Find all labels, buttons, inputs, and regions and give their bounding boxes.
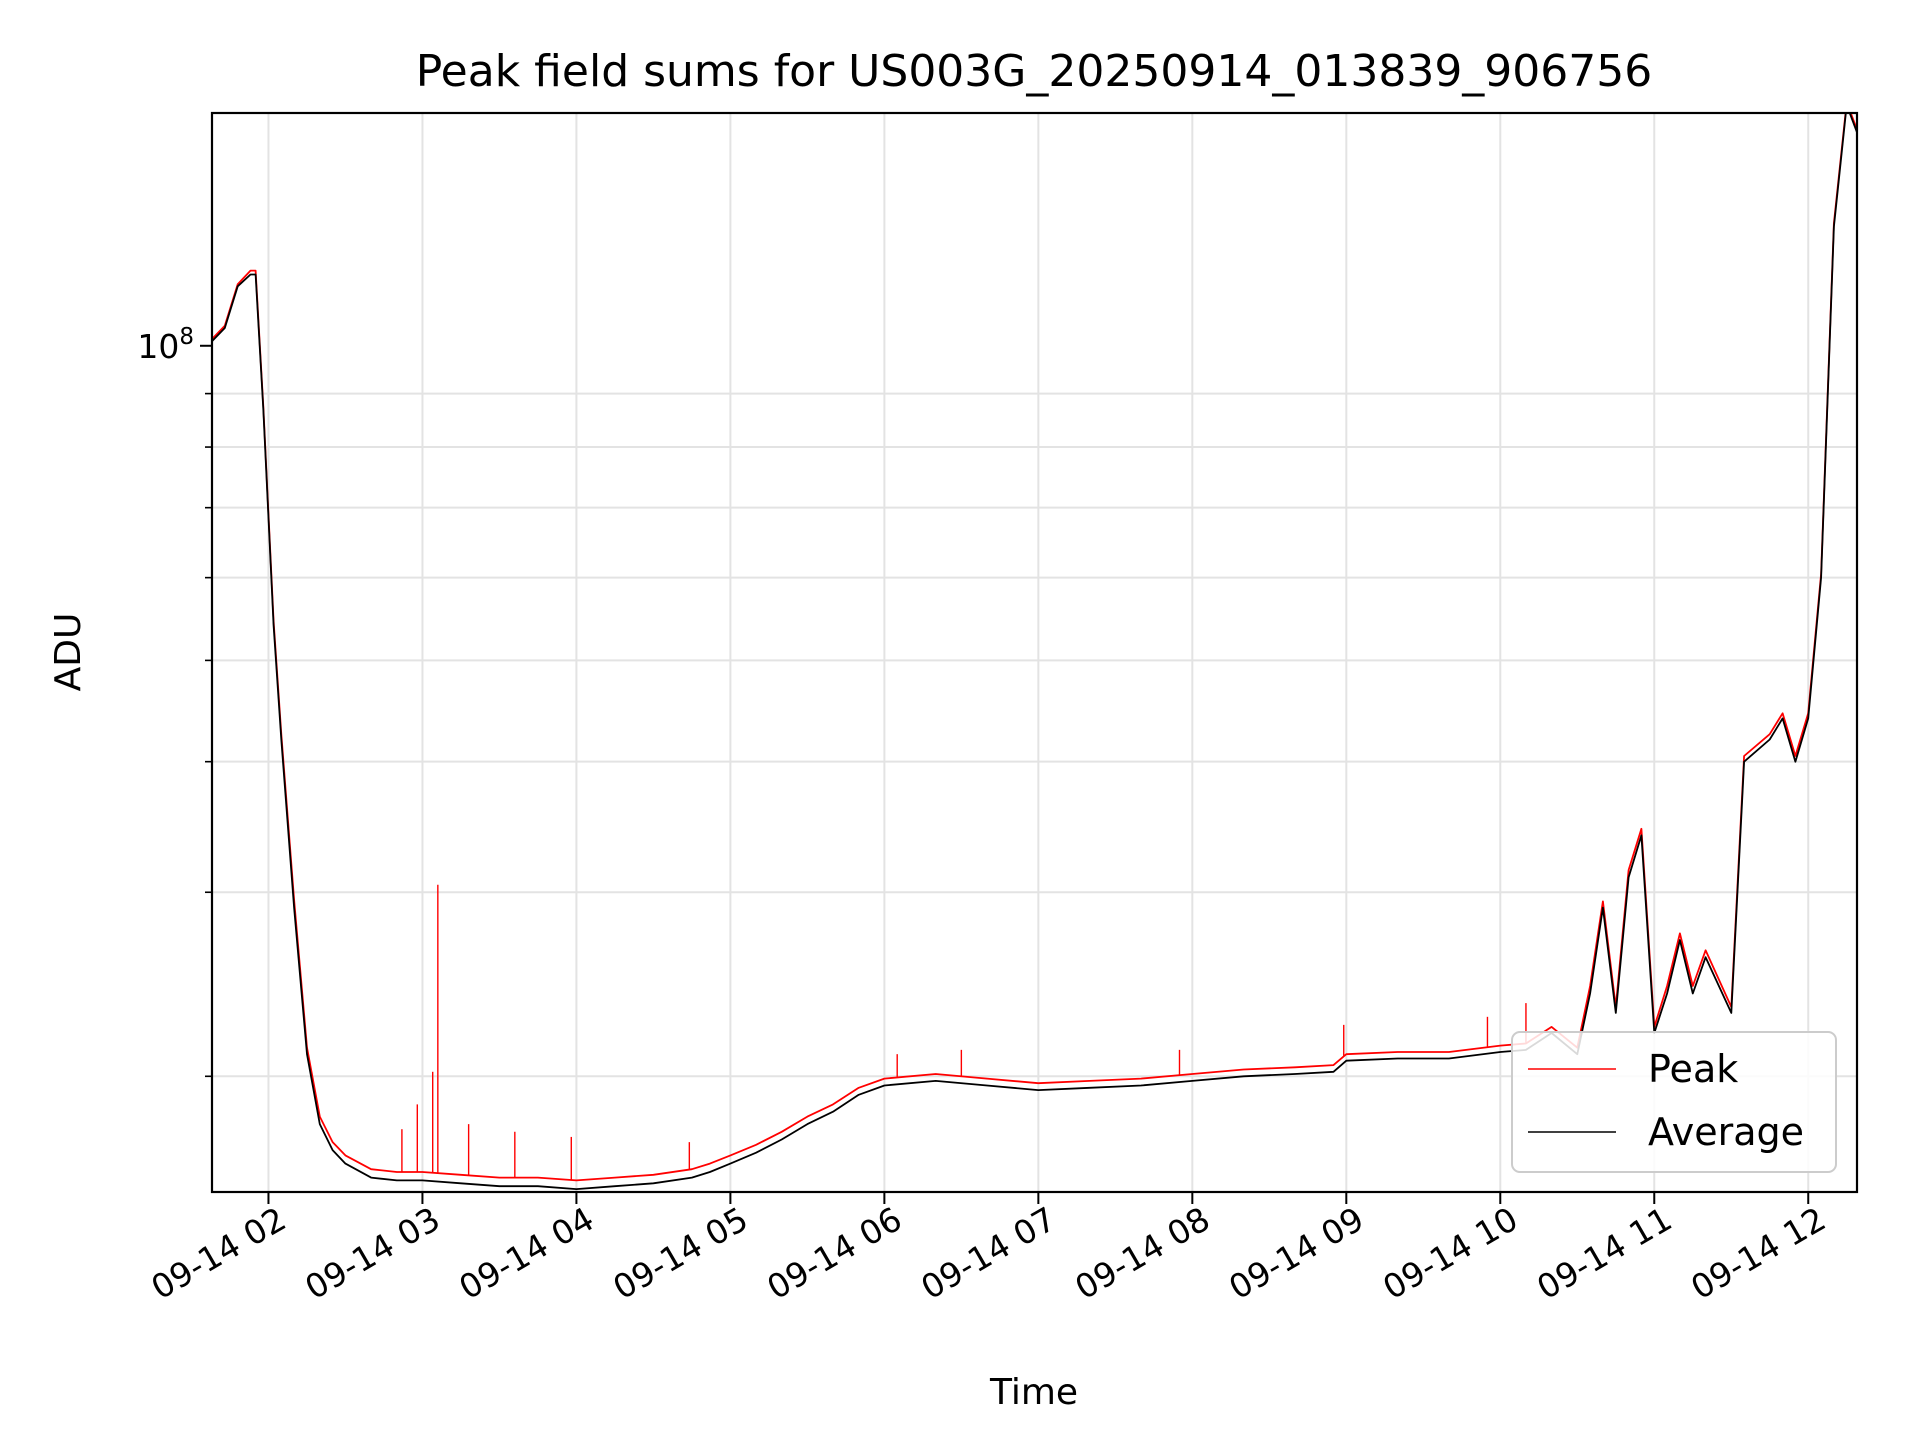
series-average-line xyxy=(212,113,1857,1190)
grid xyxy=(212,113,1857,1192)
series-group xyxy=(212,113,1857,1190)
y-tick-label: 108 xyxy=(137,324,194,366)
y-axis-label: ADU xyxy=(48,613,89,692)
legend-label-average: Average xyxy=(1648,1110,1804,1154)
x-axis-label: Time xyxy=(989,1372,1078,1413)
series-peak-line xyxy=(212,113,1857,1182)
plot-frame xyxy=(210,111,1859,1194)
chart-title: Peak field sums for US003G_20250914_0138… xyxy=(416,46,1653,97)
legend-label-peak: Peak xyxy=(1648,1047,1738,1091)
legend: Peak Average xyxy=(1511,1031,1837,1173)
legend-box xyxy=(1511,1031,1837,1173)
